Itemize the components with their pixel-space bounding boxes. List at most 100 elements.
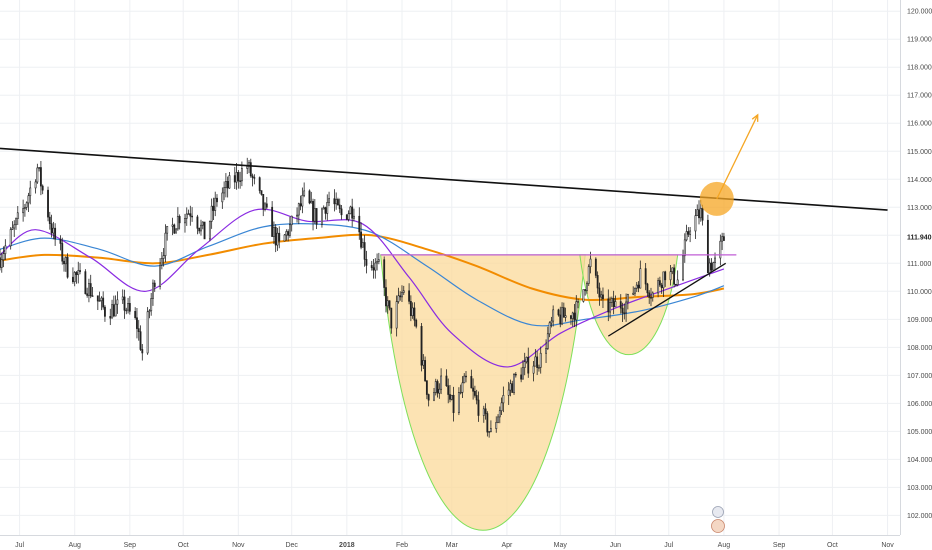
candle-body <box>408 290 411 302</box>
candle-body <box>708 262 711 274</box>
candle-body <box>477 399 480 416</box>
x-tick-label: Oct <box>827 542 838 549</box>
candle-body <box>562 307 565 318</box>
candle-body <box>434 381 437 393</box>
candle-body <box>550 320 553 324</box>
candle-body <box>123 296 126 311</box>
candle-body <box>340 208 343 216</box>
candle-body <box>290 215 293 226</box>
candle-body <box>552 309 555 322</box>
candle-body <box>557 309 560 316</box>
candle-body <box>570 315 572 319</box>
candle-body <box>152 282 154 299</box>
candle-body <box>614 301 617 308</box>
candle-body <box>360 231 362 248</box>
candle-body <box>650 297 652 299</box>
candle-body <box>271 206 274 237</box>
candle-body <box>472 387 475 392</box>
x-tick-label: 2018 <box>339 542 355 549</box>
candle-body <box>13 224 16 229</box>
candle-body <box>625 301 628 314</box>
candle-body <box>376 261 378 264</box>
candle-body <box>561 307 563 325</box>
candle-body <box>15 218 17 226</box>
candle-body <box>328 198 330 203</box>
candle-body <box>47 189 49 218</box>
y-tick-label: 107.000 <box>907 373 932 380</box>
candle-body <box>226 181 229 189</box>
candle-body <box>452 394 455 414</box>
candle-body <box>525 356 528 363</box>
candle-body <box>682 255 684 281</box>
handle-shape <box>579 254 679 355</box>
x-tick-label: Mar <box>446 542 459 549</box>
y-tick-label: 116.000 <box>907 121 932 128</box>
candle-body <box>722 236 725 241</box>
y-tick-label: 111.000 <box>907 261 931 268</box>
candle-body <box>589 258 592 267</box>
logo-top-circle <box>712 506 724 518</box>
candle-body <box>644 268 647 285</box>
candle-body <box>48 216 51 224</box>
candle-body <box>39 167 42 187</box>
y-tick-label: 119.000 <box>907 37 932 44</box>
candle-body <box>111 304 113 319</box>
candle-body <box>433 392 435 401</box>
candle-body <box>91 295 94 297</box>
candle-body <box>86 293 89 296</box>
candle-body <box>687 231 690 235</box>
candle-body <box>308 190 311 204</box>
moving-averages <box>0 208 725 368</box>
candle-body <box>509 383 512 391</box>
candle-body <box>385 287 387 307</box>
x-axis[interactable]: Jul Aug Sep Oct Nov Dec 2018 Feb Mar Apr May Jun Jul… <box>15 542 894 549</box>
candle-body <box>79 270 81 272</box>
candle-body <box>333 198 336 205</box>
candle-body <box>274 227 277 246</box>
candle-body <box>488 431 491 433</box>
candle-body <box>166 225 169 234</box>
candle-body <box>61 243 64 262</box>
candle-body <box>171 224 174 227</box>
candle-body <box>447 385 450 395</box>
plot-area[interactable] <box>0 113 888 531</box>
candle-body <box>646 283 649 294</box>
candle-body <box>712 262 715 271</box>
candle-body <box>545 348 547 354</box>
candle-body <box>239 180 242 182</box>
candle-body <box>513 373 515 393</box>
candle-body <box>264 203 266 210</box>
candle-body <box>671 267 674 273</box>
candle-body <box>596 275 599 289</box>
candle-body <box>582 289 585 302</box>
candle-body <box>127 303 129 311</box>
candle-body <box>463 375 466 384</box>
candle-body <box>175 228 178 234</box>
candle-body <box>575 301 578 321</box>
ma-slow-line <box>0 233 725 302</box>
candle-body <box>27 195 30 204</box>
x-tick-label: Jul <box>664 542 673 549</box>
candle-body <box>191 215 194 218</box>
candle-body <box>514 373 517 376</box>
candle-body <box>77 270 80 276</box>
candle-body <box>587 266 590 284</box>
y-tick-label: 104.000 <box>907 457 932 464</box>
candle-body <box>272 227 275 237</box>
candle-body <box>321 208 323 225</box>
candle-body <box>449 394 451 400</box>
x-tick-label: Aug <box>718 542 731 549</box>
candle-body <box>102 297 105 308</box>
candle-body <box>253 177 256 179</box>
candle-body <box>658 280 661 286</box>
target-arrow-head <box>751 113 759 122</box>
candle-body <box>689 230 692 235</box>
candle-body <box>402 290 405 293</box>
candle-body <box>383 259 386 288</box>
candle-body <box>489 428 492 432</box>
candle-body <box>235 172 238 183</box>
candle-body <box>196 216 199 229</box>
candle-body <box>548 322 551 335</box>
candle-body <box>52 227 55 234</box>
candle-body <box>498 410 501 418</box>
